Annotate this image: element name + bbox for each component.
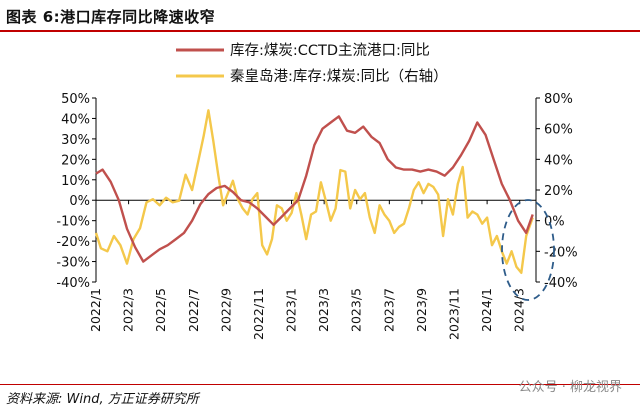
left-axis-tick-label: 50% [61,92,90,107]
x-axis-tick-label: 2022/7 [186,288,201,332]
legend-label-left-series: 库存:煤炭:CCTD主流港口:同比 [230,42,430,59]
series-line-qinhuangdao [94,109,534,274]
x-axis-tick-label: 2024/3 [512,288,527,332]
x-axis-tick-label: 2023/11 [447,288,462,340]
x-axis-tick-label: 2022/3 [121,288,136,332]
left-axis-tick-label: -30% [56,256,90,271]
left-axis-tick-label: -20% [56,235,90,250]
x-axis-tick-label: 2022/11 [251,288,266,340]
left-axis-tick-label: 40% [61,112,90,127]
title-divider [0,30,640,32]
right-axis-tick-label: -20% [544,245,578,260]
chart: 库存:煤炭:CCTD主流港口:同比 秦皇岛港:库存:煤炭:同比（右轴） 50% 4… [56,42,577,340]
x-axis-tick-label: 2022/5 [153,288,168,332]
x-axis-tick-label: 2023/3 [316,288,331,332]
right-axis-tick-label: 20% [544,184,573,199]
source-divider [0,384,640,385]
source-note: 资料来源: Wind, 方正证券研究所 [6,392,199,407]
left-axis-tick-label: 20% [61,153,90,168]
x-axis-tick-label: 2023/5 [349,288,364,332]
right-axis-tick-label: 60% [544,123,573,138]
x-axis-tick-label: 2024/1 [479,288,494,332]
right-axis-tick-label: -40% [544,276,578,291]
legend-label-right-series: 秦皇岛港:库存:煤炭:同比（右轴） [230,68,448,85]
figure-title: 图表 6:港口库存同比降速收窄 [6,8,216,26]
x-axis-tick-label: 2023/7 [381,288,396,332]
left-axis-tick-label: -10% [56,215,90,230]
watermark: 公众号 · 柳龙视界 [518,380,622,395]
left-axis-tick-label: -40% [56,276,90,291]
legend: 库存:煤炭:CCTD主流港口:同比 秦皇岛港:库存:煤炭:同比（右轴） [176,42,448,85]
x-axis-tick-label: 2023/9 [414,288,429,332]
x-axis-tick-label: 2022/1 [88,288,103,332]
highlight-ellipse [501,199,555,301]
axes: 50% 40% 30% 20% 10% 0% -10% -20% -30% -40% 80% 60% 4… [56,92,577,340]
left-axis-tick-label: 0% [69,194,90,209]
series-lines [94,109,534,274]
x-axis-tick-label: 2023/1 [284,288,299,332]
right-axis-tick-label: 40% [544,153,573,168]
right-axis-tick-label: 0% [544,215,565,230]
x-axis-tick-label: 2022/9 [218,288,233,332]
left-axis-tick-label: 30% [61,133,90,148]
right-axis-tick-label: 80% [544,92,573,107]
left-axis-tick-label: 10% [61,174,90,189]
series-line-cctd-ports [95,115,534,263]
